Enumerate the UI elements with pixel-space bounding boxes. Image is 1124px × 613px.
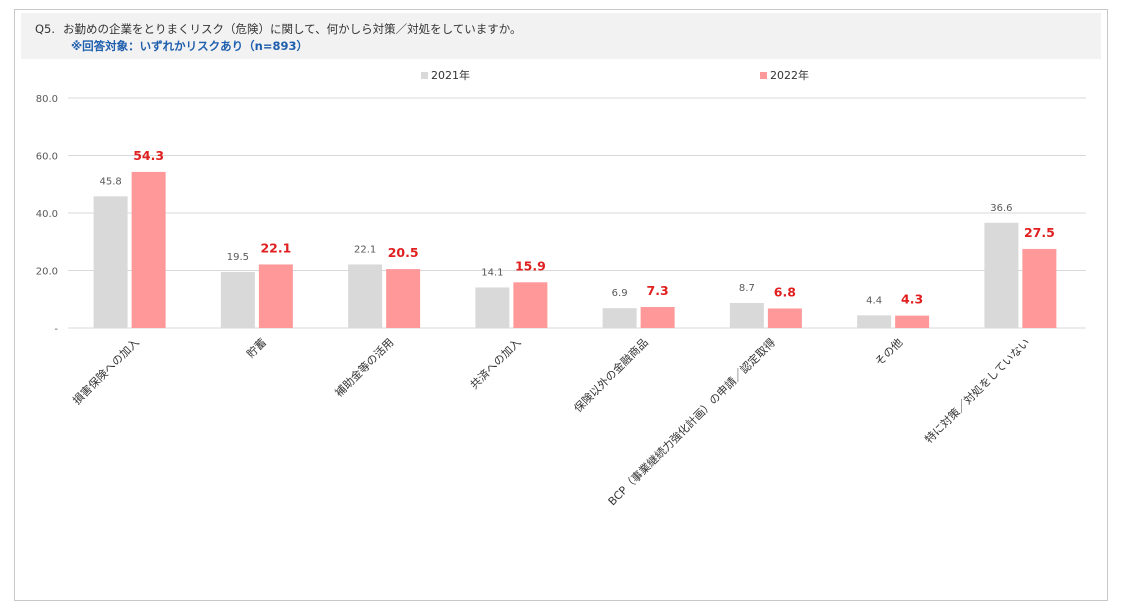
y-tick-label: 80.0 [36,94,58,105]
data-label-2022: 6.8 [774,284,796,299]
legend-label: 2021年 [431,68,470,82]
bar-2022 [258,264,293,328]
bar-2022 [767,308,802,328]
bar-2022 [895,315,930,328]
data-label-2021: 45.8 [99,176,121,187]
question-line: Q5. お勤めの企業をとりまくリスク（危険）に関して、何かしら対策／対処をしていま… [35,21,522,37]
respondent-note: ※回答対象：いずれかリスクあり（n=893） [71,39,309,53]
data-label-2021: 8.7 [739,283,755,294]
chart-frame: Q5. お勤めの企業をとりまくリスク（危険）に関して、何かしら対策／対処をしていま… [14,9,1108,601]
bar-2021 [475,287,510,328]
data-label-2022: 15.9 [515,258,546,273]
y-tick-label: 60.0 [36,152,58,163]
x-category-label: 特に対策／対処をしていない [922,335,1033,446]
question-number: Q5. [35,22,56,36]
data-label-2021: 4.4 [866,295,882,306]
data-label-2022: 7.3 [647,283,669,298]
question-header: Q5. お勤めの企業をとりまくリスク（危険）に関して、何かしら対策／対処をしていま… [21,13,1101,59]
data-label-2022: 4.3 [901,292,923,307]
x-category-label: 保険以外の金融商品 [571,335,651,415]
bar-2021 [984,222,1019,328]
data-label-2021: 6.9 [612,288,628,299]
bar-2021 [857,315,892,328]
legend-swatch [421,72,428,79]
data-label-2021: 19.5 [227,252,249,263]
data-label-2022: 20.5 [388,245,419,260]
bar-2021 [602,308,637,328]
x-category-label: 共済への加入 [467,335,524,392]
data-label-2022: 54.3 [133,148,164,163]
legend-label: 2022年 [770,68,809,82]
y-tick-label: 40.0 [36,209,58,220]
data-label-2021: 14.1 [481,267,503,278]
bar-2022 [131,171,166,328]
bar-2021 [729,302,764,328]
question-text: お勤めの企業をとりまくリスク（危険）に関して、何かしら対策／対処をしていますか。 [63,22,522,36]
bar-2021 [348,264,383,328]
x-category-label: 損害保険への加入 [70,335,142,407]
data-label-2021: 22.1 [354,244,376,255]
bar-2021 [93,196,128,328]
y-tick-label: 20.0 [36,267,58,278]
data-label-2022: 22.1 [260,240,291,255]
bar-2022 [640,307,675,328]
y-tick-label: - [54,324,58,335]
legend-swatch [760,72,767,79]
bar-2021 [220,271,255,328]
data-label-2021: 36.6 [990,203,1012,214]
x-category-label: その他 [873,336,906,369]
bar-2022 [513,282,548,328]
bar-2022 [386,269,421,328]
x-category-label: 貯蓄 [244,336,269,361]
x-category-label: 補助金等の活用 [332,335,396,399]
bar-2022 [1022,248,1057,328]
data-label-2022: 27.5 [1024,225,1055,240]
